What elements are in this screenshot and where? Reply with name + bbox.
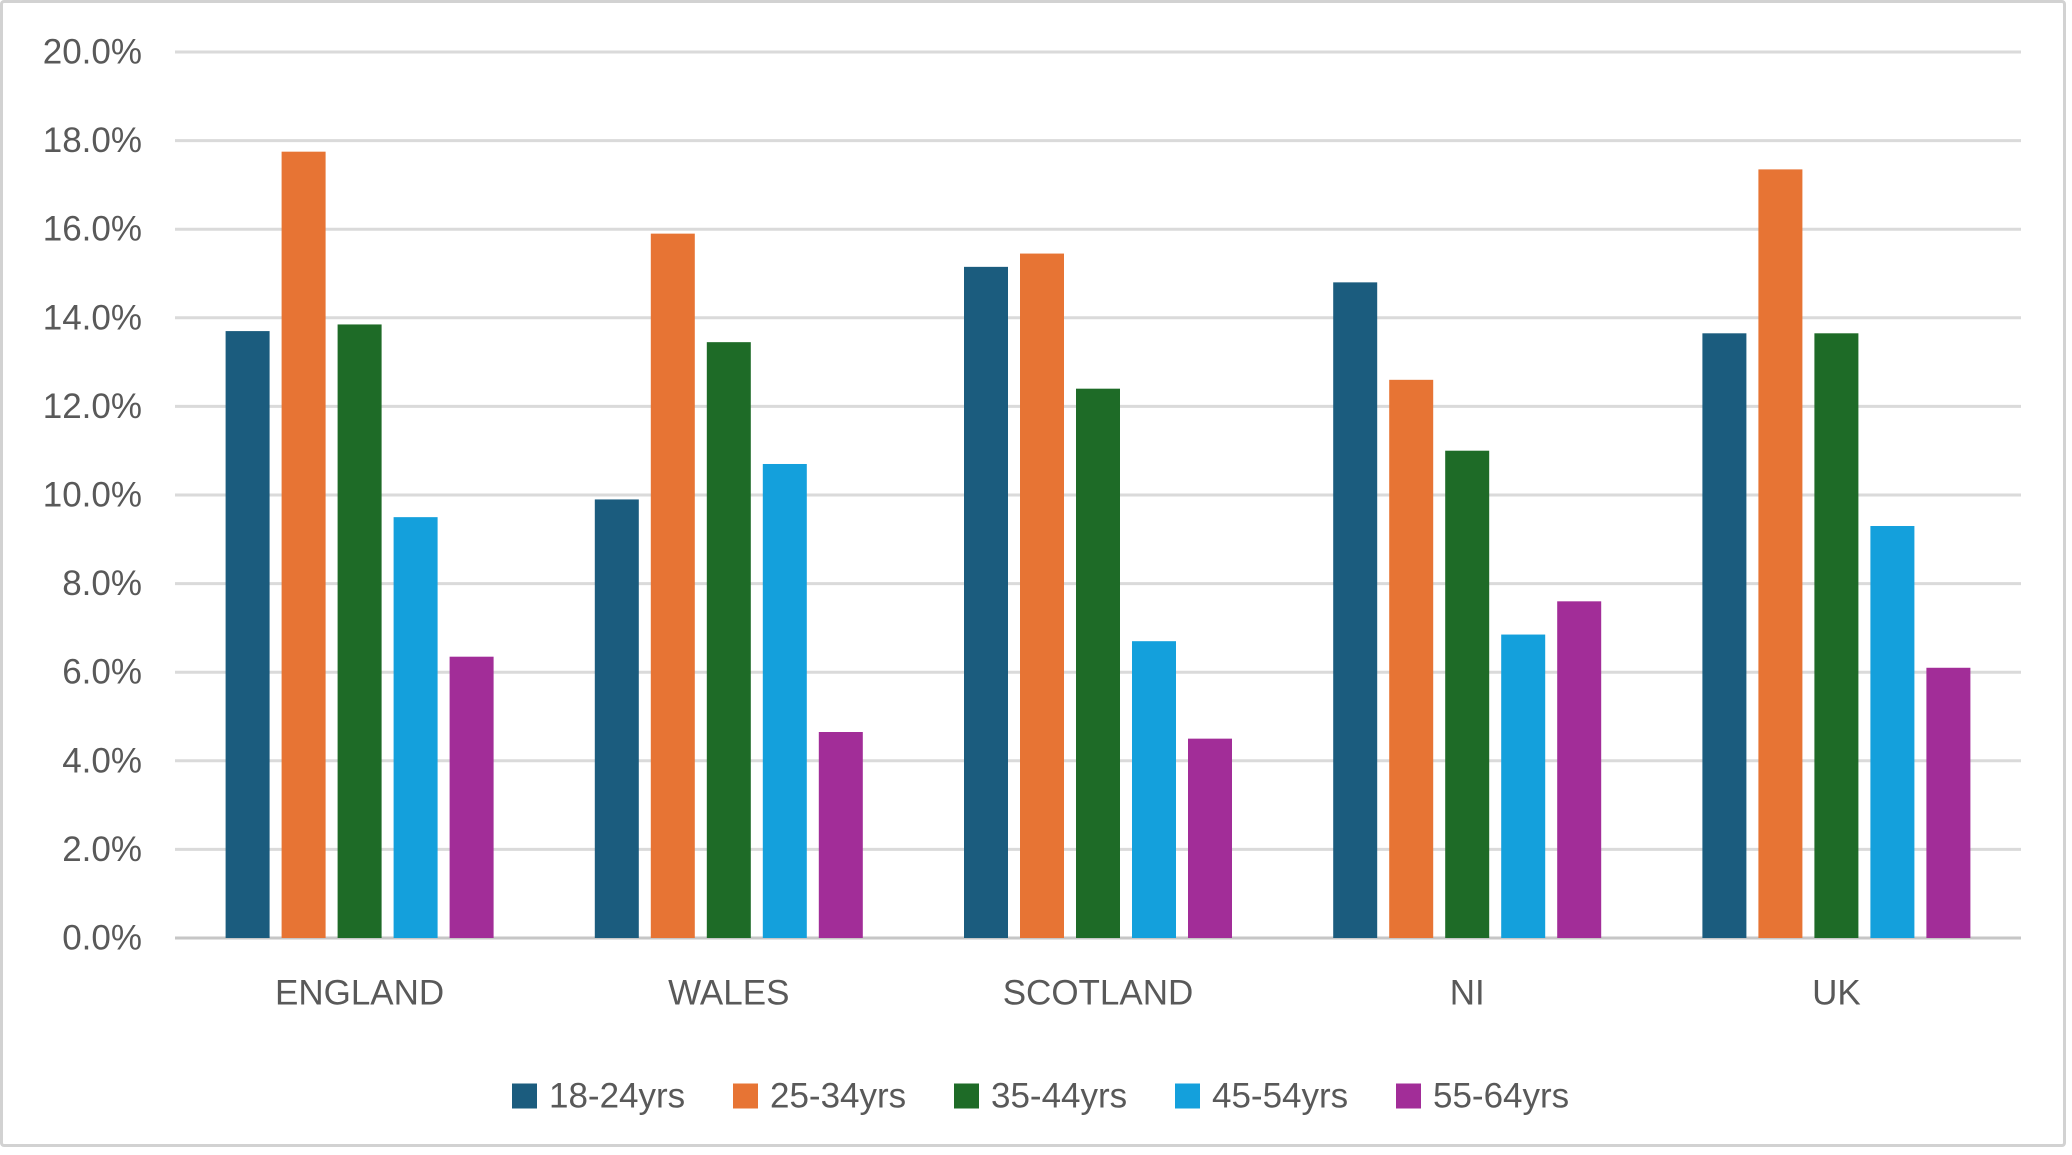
bar-scotland-45-54yrs <box>1132 641 1176 938</box>
legend-swatch-18-24yrs <box>512 1083 537 1109</box>
category-label-england: ENGLAND <box>275 974 444 1013</box>
bar-scotland-35-44yrs <box>1076 388 1120 938</box>
bar-uk-18-24yrs <box>1702 333 1747 938</box>
bar-england-18-24yrs <box>225 331 270 939</box>
y-axis-tick-label: 10.0% <box>43 476 142 515</box>
bar-wales-18-24yrs <box>594 499 639 938</box>
category-label-wales: WALES <box>668 974 789 1013</box>
y-axis-tick-label: 0.0% <box>62 919 142 958</box>
y-axis-tick-label: 8.0% <box>62 564 142 603</box>
legend-label-18-24yrs: 18-24yrs <box>549 1077 685 1116</box>
y-axis-tick-label: 14.0% <box>43 298 142 337</box>
legend-label-55-64yrs: 55-64yrs <box>1433 1077 1569 1116</box>
bar-ni-25-34yrs <box>1389 379 1434 938</box>
legend-label-45-54yrs: 45-54yrs <box>1212 1077 1348 1116</box>
bar-england-55-64yrs <box>449 656 494 938</box>
legend-swatch-35-44yrs <box>954 1083 979 1109</box>
bar-england-25-34yrs <box>281 151 326 939</box>
bar-uk-35-44yrs <box>1814 333 1859 938</box>
bar-ni-18-24yrs <box>1333 282 1378 938</box>
bar-scotland-18-24yrs <box>964 266 1008 939</box>
bar-ni-35-44yrs <box>1445 450 1490 938</box>
y-axis-tick-label: 2.0% <box>62 830 142 869</box>
bar-england-45-54yrs <box>393 517 438 938</box>
y-axis-tick-label: 18.0% <box>43 121 142 160</box>
bar-wales-45-54yrs <box>762 463 807 938</box>
y-axis-tick-label: 6.0% <box>62 653 142 692</box>
category-label-ni: NI <box>1450 974 1485 1013</box>
bar-england-35-44yrs <box>337 324 382 938</box>
bar-wales-55-64yrs <box>818 732 863 938</box>
category-label-uk: UK <box>1812 974 1861 1013</box>
bar-chart: 0.0% 2.0% 4.0% 6.0% 8.0% 10.0% 12.0% 14.0% 16.0%… <box>43 33 2021 1116</box>
legend-swatch-45-54yrs <box>1175 1083 1200 1109</box>
legend-swatch-25-34yrs <box>733 1083 758 1109</box>
bar-scotland-25-34yrs <box>1020 253 1064 938</box>
legend-label-35-44yrs: 35-44yrs <box>991 1077 1127 1116</box>
bar-scotland-55-64yrs <box>1188 738 1232 938</box>
bar-wales-35-44yrs <box>706 342 751 938</box>
bar-ni-55-64yrs <box>1557 601 1602 938</box>
bar-uk-45-54yrs <box>1870 526 1915 938</box>
bar-uk-25-34yrs <box>1758 169 1803 938</box>
y-axis-tick-label: 20.0% <box>43 33 142 72</box>
y-axis-tick-label: 16.0% <box>43 210 142 249</box>
bar-uk-55-64yrs <box>1926 667 1971 938</box>
bar-wales-25-34yrs <box>650 233 695 938</box>
y-axis-tick-label: 12.0% <box>43 387 142 426</box>
bar-ni-45-54yrs <box>1501 634 1546 938</box>
y-axis-tick-label: 4.0% <box>62 741 142 780</box>
legend-label-25-34yrs: 25-34yrs <box>770 1077 906 1116</box>
legend-swatch-55-64yrs <box>1396 1083 1421 1109</box>
category-label-scotland: SCOTLAND <box>1003 974 1194 1013</box>
